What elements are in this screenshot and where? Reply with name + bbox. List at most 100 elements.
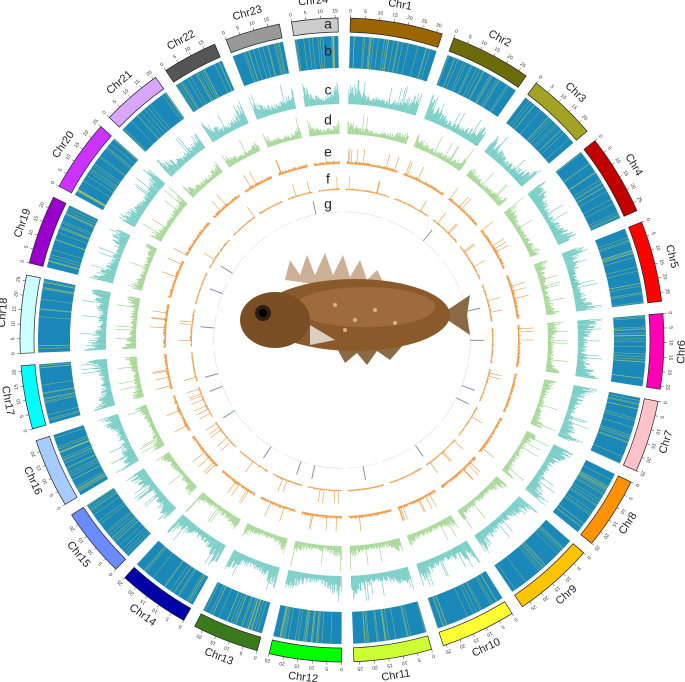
heatmap-stripe <box>303 609 308 642</box>
heatmap-band <box>53 425 109 496</box>
heatmap-stripe <box>66 210 96 225</box>
heatmap-stripe <box>42 288 74 295</box>
heatmap-stripe <box>86 175 114 193</box>
heatmap-stripe <box>175 85 194 113</box>
heatmap-stripe <box>113 139 138 161</box>
tick-label: 20 <box>629 183 637 191</box>
heatmap-stripe <box>613 352 646 355</box>
track-g-baseline <box>229 254 247 279</box>
tick-mark <box>163 67 167 71</box>
heatmap-stripe <box>277 42 285 75</box>
heatmap-stripe <box>257 601 267 633</box>
heatmap-stripe <box>364 611 368 643</box>
heatmap-stripe <box>383 39 389 72</box>
track-e-bars <box>152 354 173 390</box>
track-c-bars <box>126 468 177 521</box>
heatmap-stripe <box>48 411 80 421</box>
heatmap-stripe <box>54 427 85 439</box>
track-f-bars <box>179 309 196 347</box>
heatmap-stripe <box>273 43 282 75</box>
track-f-bars <box>187 386 214 420</box>
heatmap-stripe <box>48 260 80 270</box>
chromosome-label-chr11: Chr11 <box>381 667 412 682</box>
tick-label: 10 <box>65 153 73 161</box>
tick-mark <box>535 80 539 84</box>
track-g-baseline <box>346 462 378 469</box>
tick-label: 20 <box>644 456 652 464</box>
ideogram-chr15 <box>71 506 127 570</box>
tick-label: 10 <box>41 478 49 486</box>
tick-label: 15 <box>33 215 41 223</box>
chromosome-label-chr2: Chr2 <box>486 28 513 50</box>
tick-mark <box>608 519 612 522</box>
heatmap-stripe <box>540 525 565 548</box>
track-g-baseline <box>413 424 439 447</box>
track-c-bars <box>350 566 415 601</box>
track-letter-e: e <box>324 144 332 160</box>
heatmap-stripe <box>209 584 225 614</box>
heatmap-stripe <box>118 524 143 547</box>
heatmap-band <box>349 36 437 82</box>
tick-mark <box>591 543 595 546</box>
chromosome-label-chr8: Chr8 <box>617 510 640 537</box>
heatmap-stripe <box>76 190 106 207</box>
tick-mark <box>151 76 154 80</box>
heatmap-stripe <box>611 301 644 307</box>
tick-label: 5 <box>549 84 555 91</box>
tick-mark <box>224 36 227 40</box>
track-f-bars <box>272 473 303 493</box>
tick-mark <box>30 247 34 250</box>
heatmap-stripe <box>267 45 276 77</box>
heatmap-stripe <box>59 440 90 453</box>
tick-label: 5 <box>10 337 16 340</box>
heatmap-band <box>136 540 209 605</box>
heatmap-stripe <box>105 148 131 170</box>
heatmap-stripe <box>570 487 598 506</box>
heatmap-stripe <box>42 287 75 293</box>
heatmap-stripe <box>374 38 379 70</box>
heatmap-stripe <box>77 190 106 207</box>
track-f-histogram <box>179 176 503 504</box>
track-e-bars <box>448 187 478 226</box>
tick-label: 25 <box>92 118 100 126</box>
tick-mark <box>238 31 241 35</box>
heatmap-stripe <box>333 36 335 69</box>
heatmap-stripe <box>564 496 591 516</box>
ideogram-chr17 <box>20 364 47 430</box>
heatmap-stripe <box>59 440 90 453</box>
tick-label: 15 <box>294 662 301 669</box>
heatmap-stripe <box>576 186 605 204</box>
tick-label: 0 <box>178 623 184 630</box>
heatmap-stripe <box>202 69 218 99</box>
heatmap-stripe <box>352 36 355 69</box>
heatmap-stripe <box>240 596 252 627</box>
tick-label: 0 <box>56 505 63 511</box>
tick-label: 10 <box>618 507 626 515</box>
heatmap-stripe <box>77 189 106 206</box>
heatmap-stripe <box>94 163 121 183</box>
tick-mark <box>37 451 41 454</box>
tick-mark <box>636 470 640 473</box>
heatmap-stripe <box>59 227 90 240</box>
track-c-bars <box>561 246 602 312</box>
heatmap-stripe <box>99 156 125 177</box>
track-c-bars <box>484 135 542 187</box>
heatmap-stripe <box>78 475 107 492</box>
tick-label: 15 <box>472 636 480 644</box>
tick-label: 25 <box>664 384 671 391</box>
track-g-baseline <box>213 350 219 376</box>
heatmap-stripe <box>599 428 630 440</box>
track-f-bars <box>203 239 230 269</box>
heatmap-stripe <box>367 37 372 70</box>
heatmap-stripe <box>400 605 408 637</box>
heatmap-stripe <box>362 36 366 69</box>
heatmap-stripe <box>181 81 199 110</box>
heatmap-stripe <box>87 488 115 507</box>
track-g-mark <box>311 464 316 479</box>
heatmap-stripe <box>61 222 92 236</box>
heatmap-stripe <box>599 426 631 438</box>
tick-mark <box>88 135 92 138</box>
heatmap-stripe <box>518 546 540 572</box>
track-d-bars <box>466 168 508 207</box>
